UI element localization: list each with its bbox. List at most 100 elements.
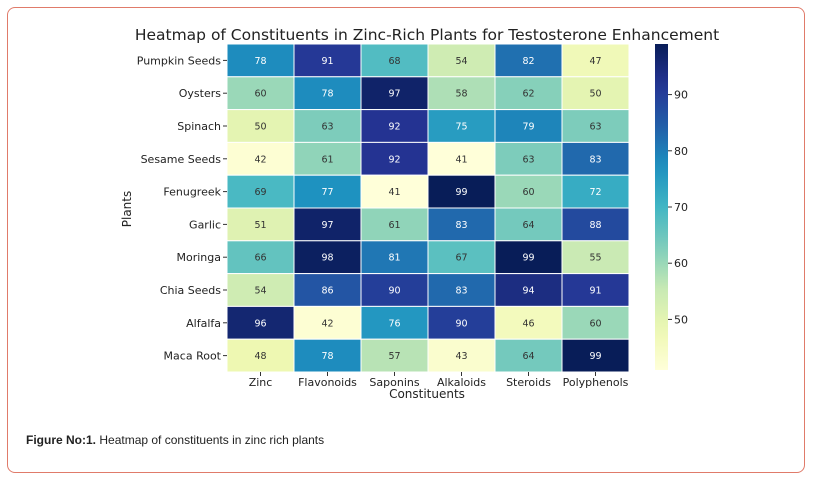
cell-value-label: 96 <box>254 318 266 329</box>
cell-value-label: 63 <box>589 122 601 133</box>
cell-value-label: 64 <box>522 220 534 231</box>
cell-value-label: 75 <box>455 122 467 133</box>
cell-value-label: 99 <box>589 351 601 362</box>
column-label: Zinc <box>249 376 273 389</box>
cell-value-label: 81 <box>388 253 400 264</box>
y-axis-label: Plants <box>120 191 134 228</box>
heatmap-cell <box>494 43 563 78</box>
x-axis-label: Constituents <box>389 387 465 401</box>
cell-value-label: 82 <box>522 56 534 67</box>
cell-value-label: 83 <box>455 220 467 231</box>
row-label: Sesame Seeds <box>141 153 222 166</box>
heatmap-cell <box>494 305 563 340</box>
row-label: Spinach <box>177 120 221 133</box>
column-label: Saponins <box>369 376 419 389</box>
heatmap-cell <box>360 76 429 111</box>
heatmap-cell <box>293 305 362 340</box>
column-label: Flavonoids <box>298 376 357 389</box>
row-label: Chia Seeds <box>160 284 221 297</box>
cell-value-label: 54 <box>455 56 467 67</box>
cell-value-label: 60 <box>522 187 534 198</box>
row-label: Maca Root <box>164 350 222 363</box>
cell-value-label: 62 <box>522 89 534 100</box>
cell-value-label: 48 <box>254 351 266 362</box>
cell-value-label: 57 <box>388 351 400 362</box>
heatmap-cell <box>427 273 496 307</box>
heatmap-cell <box>293 240 362 275</box>
heatmap-cell <box>494 273 563 307</box>
cell-value-label: 51 <box>254 220 266 231</box>
colorbar-tick-label: 60 <box>674 257 688 270</box>
heatmap-cell <box>427 338 496 373</box>
heatmap-cell <box>494 76 563 111</box>
cell-value-label: 46 <box>522 318 534 329</box>
cell-value-label: 88 <box>589 220 601 231</box>
cell-value-label: 50 <box>589 89 601 100</box>
cell-value-label: 66 <box>254 253 266 264</box>
column-label: Steroids <box>506 376 551 389</box>
colorbar-gradient <box>655 44 668 370</box>
figure-caption-text: Heatmap of constituents in zinc rich pla… <box>96 433 325 447</box>
heatmap-cell <box>427 305 496 340</box>
cell-value-label: 90 <box>455 318 467 329</box>
heatmap-cell <box>561 109 630 143</box>
heatmap-cell <box>494 207 563 242</box>
cell-value-label: 90 <box>388 286 400 297</box>
heatmap-cell <box>360 273 429 307</box>
cell-value-label: 83 <box>589 154 601 165</box>
colorbar-tick-label: 70 <box>674 201 688 214</box>
cell-value-label: 63 <box>522 154 534 165</box>
heatmap-cell <box>494 109 563 143</box>
cell-value-label: 97 <box>321 220 333 231</box>
figure-caption: Figure No:1. Heatmap of constituents in … <box>26 433 324 447</box>
cell-value-label: 60 <box>589 318 601 329</box>
cell-value-label: 60 <box>254 89 266 100</box>
row-label: Moringa <box>177 251 222 264</box>
cell-value-label: 79 <box>522 122 534 133</box>
heatmap-cell <box>561 273 630 307</box>
heatmap-cell <box>561 207 630 242</box>
cells-layer: 78 91 68 54 82 47 60 78 97 58 62 50 50 63 92 75 79 63 42 61… <box>226 43 630 373</box>
cell-value-label: 91 <box>321 56 333 67</box>
heatmap-cell <box>360 240 429 275</box>
cell-value-label: 98 <box>321 253 333 264</box>
cell-value-label: 77 <box>321 187 333 198</box>
row-label: Oysters <box>179 87 222 100</box>
cell-value-label: 72 <box>589 187 601 198</box>
column-labels: Zinc Flavonoids Saponins Alkaloids Steroids P… <box>249 372 629 389</box>
colorbar-tick-label: 90 <box>674 89 688 102</box>
row-label: Pumpkin Seeds <box>137 54 222 67</box>
cell-value-label: 86 <box>321 286 333 297</box>
row-label: Garlic <box>189 218 221 231</box>
heatmap-cell <box>226 109 295 143</box>
cell-value-label: 78 <box>321 351 333 362</box>
cell-value-label: 97 <box>388 89 400 100</box>
cell-value-label: 41 <box>388 187 400 198</box>
cell-value-label: 43 <box>455 351 467 362</box>
cell-value-label: 78 <box>254 56 266 67</box>
row-label: Fenugreek <box>163 186 221 199</box>
cell-value-label: 54 <box>254 286 266 297</box>
column-label: Polyphenols <box>563 376 629 389</box>
cell-value-label: 99 <box>455 187 467 198</box>
heatmap-cell <box>494 240 563 275</box>
heatmap-cell <box>293 273 362 307</box>
heatmap-cell <box>360 109 429 143</box>
cell-value-label: 42 <box>254 154 266 165</box>
cell-value-label: 41 <box>455 154 467 165</box>
heatmap-cell <box>226 43 295 78</box>
cell-value-label: 76 <box>388 318 400 329</box>
heatmap-cell <box>226 141 295 176</box>
cell-value-label: 99 <box>522 253 534 264</box>
cell-value-label: 63 <box>321 122 333 133</box>
cell-value-label: 47 <box>589 56 601 67</box>
heatmap-cell <box>293 141 362 176</box>
column-label: Alkaloids <box>437 376 486 389</box>
cell-value-label: 94 <box>522 286 534 297</box>
heatmap-cell <box>561 240 630 275</box>
cell-value-label: 42 <box>321 318 333 329</box>
cell-value-label: 67 <box>455 253 467 264</box>
colorbar-tick-label: 50 <box>674 313 688 326</box>
colorbar-tick-label: 80 <box>674 145 688 158</box>
